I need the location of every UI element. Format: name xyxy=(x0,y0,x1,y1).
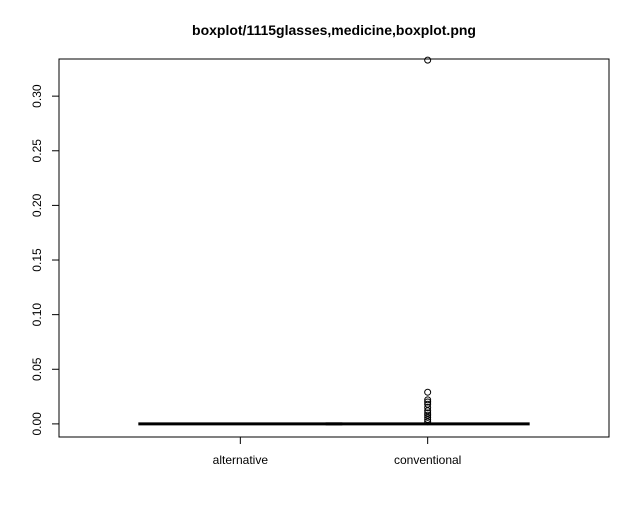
outlier-point xyxy=(424,409,432,417)
y-tick-label: 0.05 xyxy=(30,357,44,381)
y-tick-label: 0.10 xyxy=(30,303,44,327)
y-axis: 0.00 0.05 0.10 0.15 0.20 0.25 0.30 xyxy=(30,84,60,436)
outlier-point xyxy=(424,388,432,396)
y-tick-label: 0.00 xyxy=(30,412,44,436)
y-tick-label: 0.15 xyxy=(30,248,44,272)
x-axis: alternative conventional xyxy=(213,437,461,467)
chart-title: boxplot/1115glasses,medicine,boxplot.png xyxy=(192,22,476,38)
box-conventional xyxy=(325,56,530,426)
y-tick-label: 0.30 xyxy=(30,84,44,108)
outlier-point xyxy=(424,416,432,424)
boxes xyxy=(138,56,530,426)
outlier-point xyxy=(424,413,432,421)
x-tick-label: conventional xyxy=(394,453,461,467)
outlier-point xyxy=(424,400,432,408)
y-tick-label: 0.25 xyxy=(30,139,44,163)
outlier-point xyxy=(424,56,432,64)
outlier-point xyxy=(424,411,432,419)
outlier-point xyxy=(424,398,432,406)
outlier-point xyxy=(424,407,432,415)
outlier-point xyxy=(424,418,432,426)
y-tick-label: 0.20 xyxy=(30,193,44,217)
x-tick-label: alternative xyxy=(213,453,269,467)
outlier-point xyxy=(424,396,432,404)
plot-area xyxy=(58,58,610,438)
outlier-point xyxy=(424,404,432,412)
